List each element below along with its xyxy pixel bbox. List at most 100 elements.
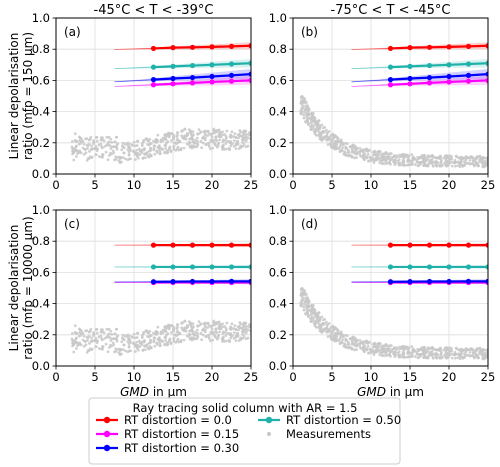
- measurement-point: [156, 133, 160, 137]
- measurement-point: [480, 161, 484, 164]
- measurement-point: [350, 150, 354, 154]
- measurement-point: [333, 337, 337, 341]
- series-point: [228, 78, 235, 84]
- measurement-point: [386, 353, 390, 357]
- measurement-point: [144, 348, 147, 352]
- measurement-point: [106, 333, 110, 337]
- measurement-point: [218, 138, 221, 142]
- measurement-point: [416, 347, 420, 351]
- measurements-points: [70, 319, 251, 357]
- measurement-point: [353, 343, 356, 347]
- measurement-point: [133, 336, 137, 340]
- measurement-point: [429, 154, 432, 158]
- measurement-point: [182, 137, 186, 141]
- measurement-point: [407, 158, 410, 162]
- measurement-point: [156, 139, 159, 142]
- series-point: [485, 43, 488, 49]
- series-point: [387, 64, 394, 70]
- measurement-point: [365, 347, 368, 350]
- measurement-point: [378, 150, 382, 153]
- measurement-point: [232, 336, 236, 340]
- measurement-point: [471, 162, 474, 166]
- measurement-point: [314, 313, 317, 317]
- y-tick-label: 0.8: [32, 234, 50, 248]
- measurement-point: [73, 132, 77, 136]
- measurement-point: [422, 153, 426, 157]
- measurement-point: [198, 323, 202, 326]
- measurement-point: [203, 323, 207, 327]
- measurement-point: [87, 334, 91, 338]
- measurement-point: [217, 129, 221, 133]
- measurement-point: [407, 346, 411, 350]
- series-point: [387, 264, 394, 270]
- measurement-point: [78, 328, 82, 332]
- x-axis-label: GMD in μm: [120, 385, 187, 399]
- series-shade: [114, 59, 251, 69]
- measurement-point: [128, 334, 131, 338]
- series-point: [248, 278, 251, 284]
- measurement-point: [380, 159, 384, 163]
- measurement-point: [320, 322, 324, 326]
- legend-frame: [88, 397, 401, 465]
- measurement-point: [323, 130, 326, 134]
- measurement-point: [358, 342, 362, 346]
- measurement-point: [88, 342, 91, 345]
- measurement-point: [102, 139, 106, 143]
- measurement-point: [97, 155, 101, 158]
- measurement-point: [452, 353, 456, 357]
- series-rt-distortion-0-0: [351, 42, 488, 52]
- measurement-point: [425, 348, 429, 352]
- measurement-point: [454, 164, 457, 168]
- measurement-point: [185, 324, 189, 327]
- y-tick-label: 0.2: [269, 136, 287, 150]
- measurement-point: [226, 331, 230, 335]
- measurement-point: [482, 351, 486, 355]
- measurement-point: [341, 143, 345, 147]
- measurement-point: [481, 165, 485, 169]
- measurement-point: [111, 341, 115, 345]
- measurement-point: [450, 157, 454, 161]
- x-tick-label: 25: [244, 178, 259, 192]
- measurement-point: [132, 332, 136, 336]
- measurement-point: [176, 323, 179, 326]
- measurement-point: [337, 147, 341, 150]
- measurement-point: [180, 129, 183, 133]
- measurement-point: [229, 144, 233, 148]
- measurement-point: [96, 339, 100, 343]
- measurement-point: [172, 137, 175, 141]
- measurement-point: [115, 327, 119, 331]
- x-tick-label: 0: [289, 178, 296, 192]
- measurement-point: [191, 130, 195, 134]
- measurement-point: [95, 331, 99, 335]
- measurement-point: [84, 329, 88, 333]
- measurement-point: [166, 133, 170, 137]
- measurement-point: [206, 326, 209, 330]
- measurement-point: [412, 157, 416, 161]
- measurement-point: [437, 347, 441, 351]
- axes-frame: [55, 209, 252, 367]
- measurement-point: [402, 353, 406, 356]
- measurement-point: [358, 344, 362, 348]
- measurement-point: [71, 150, 75, 154]
- measurement-point: [311, 304, 314, 308]
- measurement-point: [129, 349, 133, 353]
- measurement-point: [303, 97, 306, 100]
- legend-marker-swatch: [103, 430, 111, 438]
- measurement-point: [223, 325, 227, 329]
- measurement-point: [209, 339, 212, 343]
- measurement-point: [113, 145, 117, 149]
- measurement-point: [398, 347, 402, 351]
- measurement-point: [110, 344, 113, 348]
- series-line: [390, 44, 488, 50]
- measurement-point: [389, 162, 392, 166]
- axes-frame: [292, 209, 489, 367]
- measurement-point: [176, 330, 180, 333]
- measurement-point: [114, 350, 118, 353]
- measurement-point: [468, 156, 472, 160]
- y-tick-label: 0.0: [32, 167, 50, 181]
- measurement-point: [206, 129, 210, 133]
- measurement-point: [176, 138, 180, 141]
- measurement-point: [242, 142, 246, 146]
- measurement-point: [141, 349, 145, 352]
